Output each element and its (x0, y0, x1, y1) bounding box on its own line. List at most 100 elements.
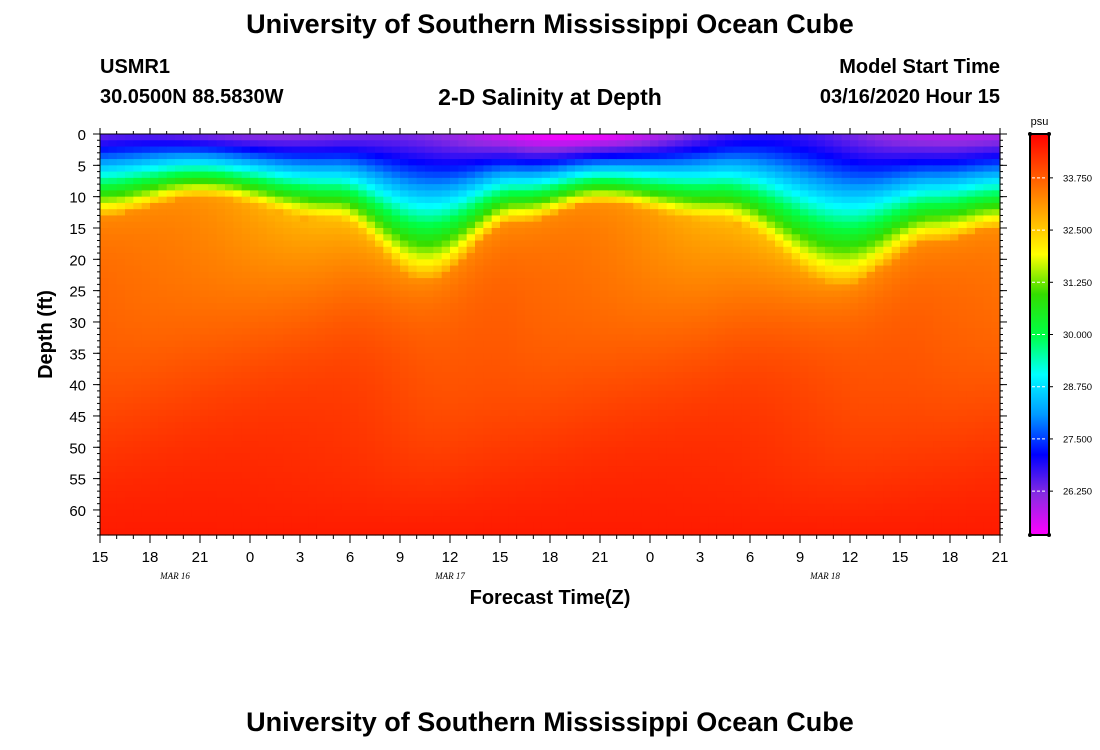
heatmap-cell (466, 184, 476, 191)
heatmap-cell (366, 309, 376, 317)
heatmap-cell (116, 484, 126, 492)
heatmap-cell (666, 428, 676, 436)
heatmap-cell (316, 246, 326, 254)
heatmap-cell (391, 253, 401, 260)
heatmap-cell (166, 140, 176, 148)
heatmap-cell (483, 140, 493, 148)
heatmap-cell (500, 384, 509, 392)
heatmap-cell (275, 390, 284, 398)
heatmap-cell (575, 516, 584, 524)
heatmap-cell (533, 397, 543, 405)
heatmap-cell (525, 428, 534, 436)
heatmap-cell (441, 265, 451, 273)
heatmap-cell (541, 227, 551, 235)
heatmap-cell (325, 422, 334, 430)
heatmap-cell (541, 215, 551, 223)
heatmap-cell (358, 278, 368, 285)
heatmap-cell (675, 146, 684, 154)
heatmap-cell (550, 378, 559, 386)
heatmap-cell (691, 328, 701, 336)
heatmap-cell (600, 359, 609, 367)
heatmap-cell (675, 221, 684, 229)
heatmap-cell (400, 196, 409, 204)
heatmap-cell (458, 271, 468, 279)
heatmap-cell (325, 296, 334, 304)
heatmap-cell (583, 134, 593, 141)
heatmap-cell (691, 340, 701, 348)
heatmap-cell (216, 409, 226, 417)
heatmap-cell (491, 209, 501, 217)
heatmap-cell (175, 177, 184, 185)
heatmap-cell (700, 184, 709, 191)
heatmap-cell (483, 497, 493, 505)
heatmap-cell (300, 340, 309, 348)
heatmap-cell (275, 478, 284, 486)
heatmap-cell (183, 447, 193, 455)
heatmap-cell (383, 246, 393, 254)
heatmap-cell (108, 478, 118, 486)
heatmap-cell (400, 390, 409, 398)
heatmap-cell (191, 196, 201, 204)
heatmap-cell (141, 390, 151, 398)
heatmap-cell (266, 240, 276, 248)
heatmap-cell (516, 441, 526, 448)
heatmap-cell (166, 522, 176, 530)
heatmap-cell (125, 246, 134, 254)
heatmap-cell (183, 472, 193, 480)
heatmap-cell (541, 190, 551, 198)
heatmap-cell (400, 309, 409, 317)
heatmap-cell (341, 253, 351, 260)
heatmap-cell (291, 447, 301, 455)
heatmap-cell (575, 340, 584, 348)
heatmap-cell (441, 453, 451, 461)
heatmap-cell (441, 227, 451, 235)
heatmap-cell (425, 165, 434, 173)
heatmap-cell (641, 209, 651, 217)
heatmap-cell (375, 321, 384, 329)
heatmap-cell (708, 278, 718, 285)
heatmap-cell (416, 284, 426, 292)
heatmap-cell (358, 528, 368, 536)
heatmap-cell (683, 459, 693, 467)
heatmap-cell (508, 484, 518, 492)
heatmap-cell (408, 215, 418, 223)
heatmap-cell (200, 221, 209, 229)
heatmap-cell (625, 365, 634, 373)
heatmap-cell (491, 484, 501, 492)
heatmap-cell (500, 491, 509, 499)
heatmap-cell (566, 528, 576, 536)
heatmap-cell (483, 227, 493, 235)
heatmap-cell (400, 441, 409, 448)
heatmap-cell (275, 303, 284, 311)
heatmap-cell (591, 146, 601, 154)
heatmap-cell (483, 453, 493, 461)
heatmap-cell (358, 491, 368, 499)
heatmap-cell (116, 184, 126, 191)
heatmap-cell (133, 428, 143, 436)
heatmap-cell (158, 209, 168, 217)
heatmap-cell (725, 253, 734, 260)
heatmap-cell (541, 315, 551, 323)
heatmap-cell (200, 190, 209, 198)
heatmap-cell (200, 315, 209, 323)
heatmap-cell (225, 390, 234, 398)
heatmap-cell (716, 390, 726, 398)
heatmap-cell (483, 397, 493, 405)
heatmap-cell (200, 516, 209, 524)
heatmap-cell (550, 171, 559, 179)
heatmap-cell (516, 134, 526, 141)
heatmap-cell (733, 265, 743, 273)
heatmap-cell (283, 415, 293, 423)
heatmap-cell (125, 422, 134, 430)
heatmap-cell (658, 347, 668, 354)
heatmap-cell (116, 221, 126, 229)
heatmap-cell (325, 209, 334, 217)
heatmap-cell (366, 434, 376, 442)
heatmap-cell (366, 397, 376, 405)
heatmap-cell (208, 516, 218, 524)
heatmap-cell (525, 196, 534, 204)
heatmap-cell (500, 190, 509, 198)
heatmap-cell (450, 165, 459, 173)
heatmap-cell (283, 334, 293, 342)
heatmap-cell (383, 384, 393, 392)
